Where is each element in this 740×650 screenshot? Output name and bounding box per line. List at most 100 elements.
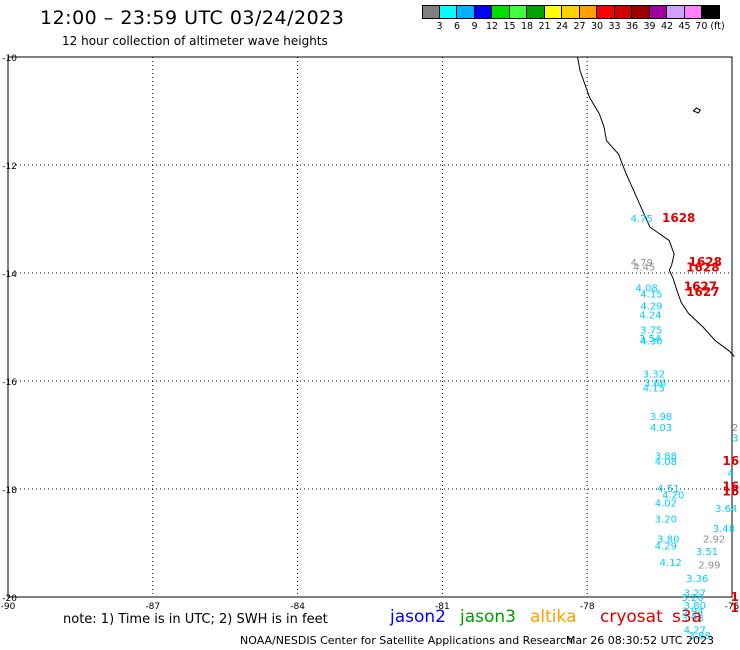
color-scale-label: 30 (590, 21, 604, 32)
color-scale-label: 3 (436, 21, 443, 32)
color-swatch (649, 5, 667, 19)
wave-height-label: 4.29 (640, 301, 662, 312)
color-scale-label: 45 (678, 21, 691, 32)
wave-height-label: 3.20 (655, 515, 677, 526)
color-swatch (702, 5, 720, 19)
wave-height-label: 3 (732, 434, 738, 445)
wave-height-label: 3.27 (684, 589, 706, 600)
wave-height-label: 3.80 (684, 601, 706, 612)
island (692, 107, 702, 114)
page-title: 12:00 – 23:59 UTC 03/24/2023 (40, 7, 345, 29)
wave-height-label: 4.08 (655, 457, 677, 468)
wave-height-label: 3.98 (681, 614, 703, 625)
color-scale-label: 18 (520, 21, 534, 32)
map-frame (7, 56, 733, 598)
latitude-label: -20 (2, 594, 17, 604)
color-scale-label: 24 (555, 21, 569, 32)
wave-height-label: 3.88 (689, 631, 711, 642)
wave-height-label: 2.99 (698, 561, 720, 572)
longitude-label: -90 (1, 602, 16, 612)
wave-height-label: 1627 (686, 285, 719, 299)
color-swatch (597, 5, 615, 19)
color-swatch (562, 5, 580, 19)
color-scale-label: 21 (538, 21, 551, 32)
wave-height-label: 4.45 (633, 263, 655, 274)
longitude-label: -87 (145, 602, 160, 612)
color-swatch (527, 5, 545, 19)
wave-height-label: 1628 (662, 211, 695, 225)
wave-height-label: 162 (722, 454, 740, 468)
satellite-legend-s3a: s3a (672, 607, 703, 627)
color-swatch (509, 5, 527, 19)
longitude-label: -84 (290, 602, 305, 612)
color-swatch (684, 5, 702, 19)
longitude-label: -78 (580, 602, 595, 612)
color-swatch (614, 5, 632, 19)
wave-height-label: 4 (727, 469, 733, 480)
color-swatch (492, 5, 510, 19)
color-scale-label: 12 (485, 21, 499, 32)
color-scale-label: 70 (ft) (695, 21, 725, 32)
footnote: note: 1) Time is in UTC; 2) SWH is in fe… (63, 612, 328, 627)
wave-height-label: 1 (731, 601, 739, 615)
wave-height-label: 4.27 (684, 625, 706, 636)
wave-height-label: 3.64 (715, 504, 737, 515)
color-scale-label: 6 (453, 21, 461, 32)
color-scale-label: 33 (608, 21, 621, 32)
wave-height-label: 3.75 (640, 326, 662, 337)
color-swatch (579, 5, 597, 19)
coastline (577, 56, 735, 358)
latitude-label: -18 (2, 486, 17, 496)
wave-height-label: 3.80 (657, 535, 679, 546)
color-scale (422, 5, 720, 19)
wave-height-label: 16 (722, 485, 739, 499)
wave-height-label: 4.30 (640, 337, 662, 348)
wave-height-label: 3.51 (696, 547, 718, 558)
color-scale-labels: 3 6 9 12 15 18 21 24 27 30 33 36 39 42 45 70 (ft) (422, 21, 740, 33)
color-scale-label: 39 (643, 21, 656, 32)
wave-height-label: 4.02 (655, 499, 677, 510)
color-scale-label: 36 (625, 21, 639, 32)
color-scale-label: 9 (471, 21, 478, 32)
wave-height-label: 3.54 (639, 334, 661, 345)
wave-height-label: 3.36 (686, 574, 708, 585)
color-swatch (439, 5, 457, 19)
color-swatch (544, 5, 562, 19)
satellite-legend-jason3: jason3 (460, 607, 516, 627)
wave-height-label: 3.66 (644, 379, 666, 390)
wave-height-label: 3.94 (681, 607, 703, 618)
wave-height-label: 4.20 (662, 490, 684, 501)
color-swatch (667, 5, 685, 19)
satellite-legend-altika: altika (530, 607, 577, 627)
color-swatch (457, 5, 475, 19)
longitude-label: -81 (435, 602, 450, 612)
wave-height-label: 4.03 (650, 423, 672, 434)
latitude-label: -16 (2, 378, 17, 388)
color-swatch (632, 5, 650, 19)
wave-height-label: 4.24 (639, 311, 661, 322)
generation-timestamp: Mar 26 08:30:52 UTC 2023 (566, 634, 714, 647)
wave-height-label: 4.29 (655, 542, 677, 553)
wave-height-label: 4.08 (635, 284, 657, 295)
wave-height-label: 1628 (686, 261, 719, 275)
wave-height-label: 4.79 (631, 258, 653, 269)
wave-height-label: 4.51 (657, 484, 679, 495)
color-scale-label: 27 (573, 21, 586, 32)
wave-height-label: 4.15 (643, 383, 665, 394)
wave-height-label: 2 (732, 423, 738, 434)
longitude-label: -75 (725, 602, 740, 612)
satellite-legend-jason2: jason2 (390, 607, 446, 627)
color-scale-label: 42 (660, 21, 674, 32)
wave-height-label: 2.92 (703, 535, 725, 546)
wave-height-label: 3.20 (681, 593, 703, 604)
color-swatch (422, 5, 440, 19)
wave-height-label: 3.88 (655, 452, 677, 463)
satellite-legend-cryosat: cryosat (600, 607, 663, 627)
latitude-label: -10 (2, 54, 17, 64)
wave-height-label: 16 (722, 479, 739, 493)
wave-height-label: 4.12 (660, 558, 682, 569)
latitude-label: -14 (2, 270, 17, 280)
wave-height-label: 1628 (689, 255, 722, 269)
wave-height-label: 4.75 (631, 214, 653, 225)
